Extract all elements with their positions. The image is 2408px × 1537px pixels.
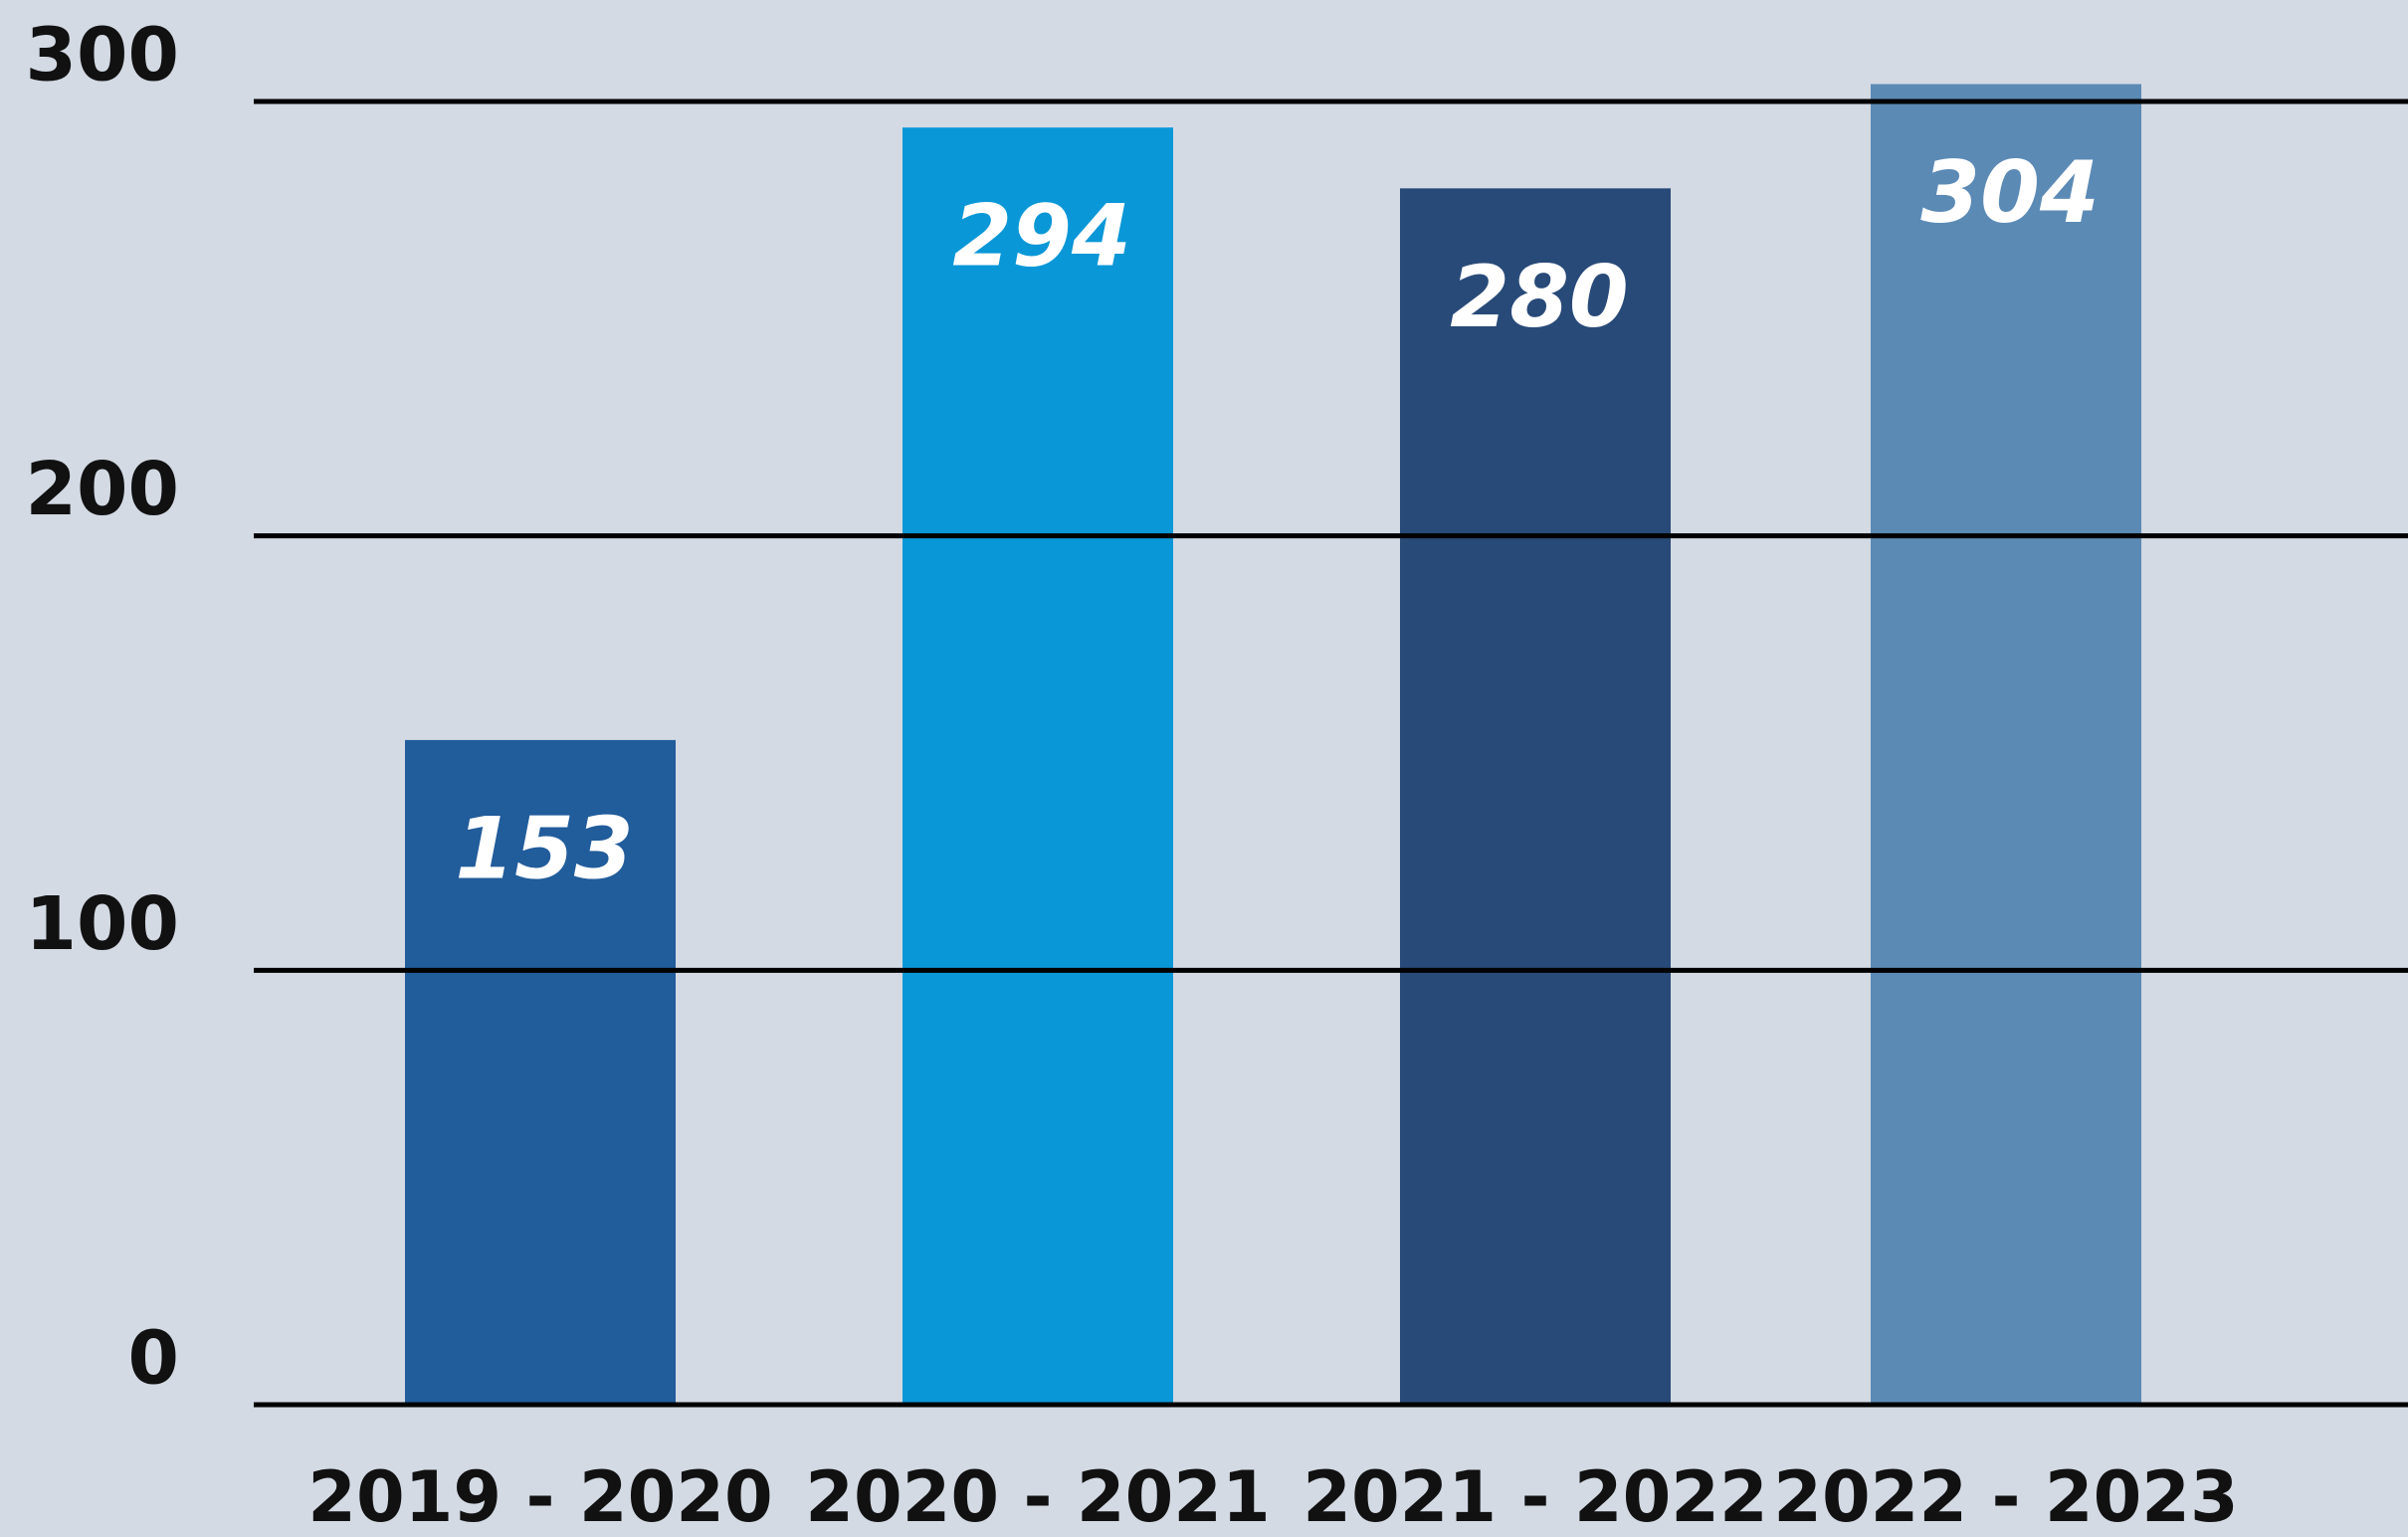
x-tick-label: 2022 - 2023 [1773, 1456, 2238, 1537]
value-label: 280 [1450, 248, 1629, 347]
value-label: 153 [455, 799, 634, 898]
x-tick-label: 2019 - 2020 [307, 1456, 772, 1537]
y-tick-label: 100 [26, 881, 179, 967]
y-tick-label: 300 [26, 13, 179, 98]
chart: 153 2019 - 2020 294 2020 - 2021 280 2021 - 20… [0, 0, 2408, 1537]
bar [1871, 85, 2141, 1405]
value-label: 294 [952, 187, 1131, 287]
x-tick-label: 2021 - 2022 [1303, 1456, 1767, 1537]
x-tick-label: 2020 - 2021 [805, 1456, 1270, 1537]
y-tick-label: 200 [26, 447, 179, 532]
y-tick-label: 0 [128, 1316, 180, 1402]
bar [903, 127, 1173, 1405]
value-label: 304 [1920, 143, 2100, 243]
bar [1400, 188, 1671, 1405]
